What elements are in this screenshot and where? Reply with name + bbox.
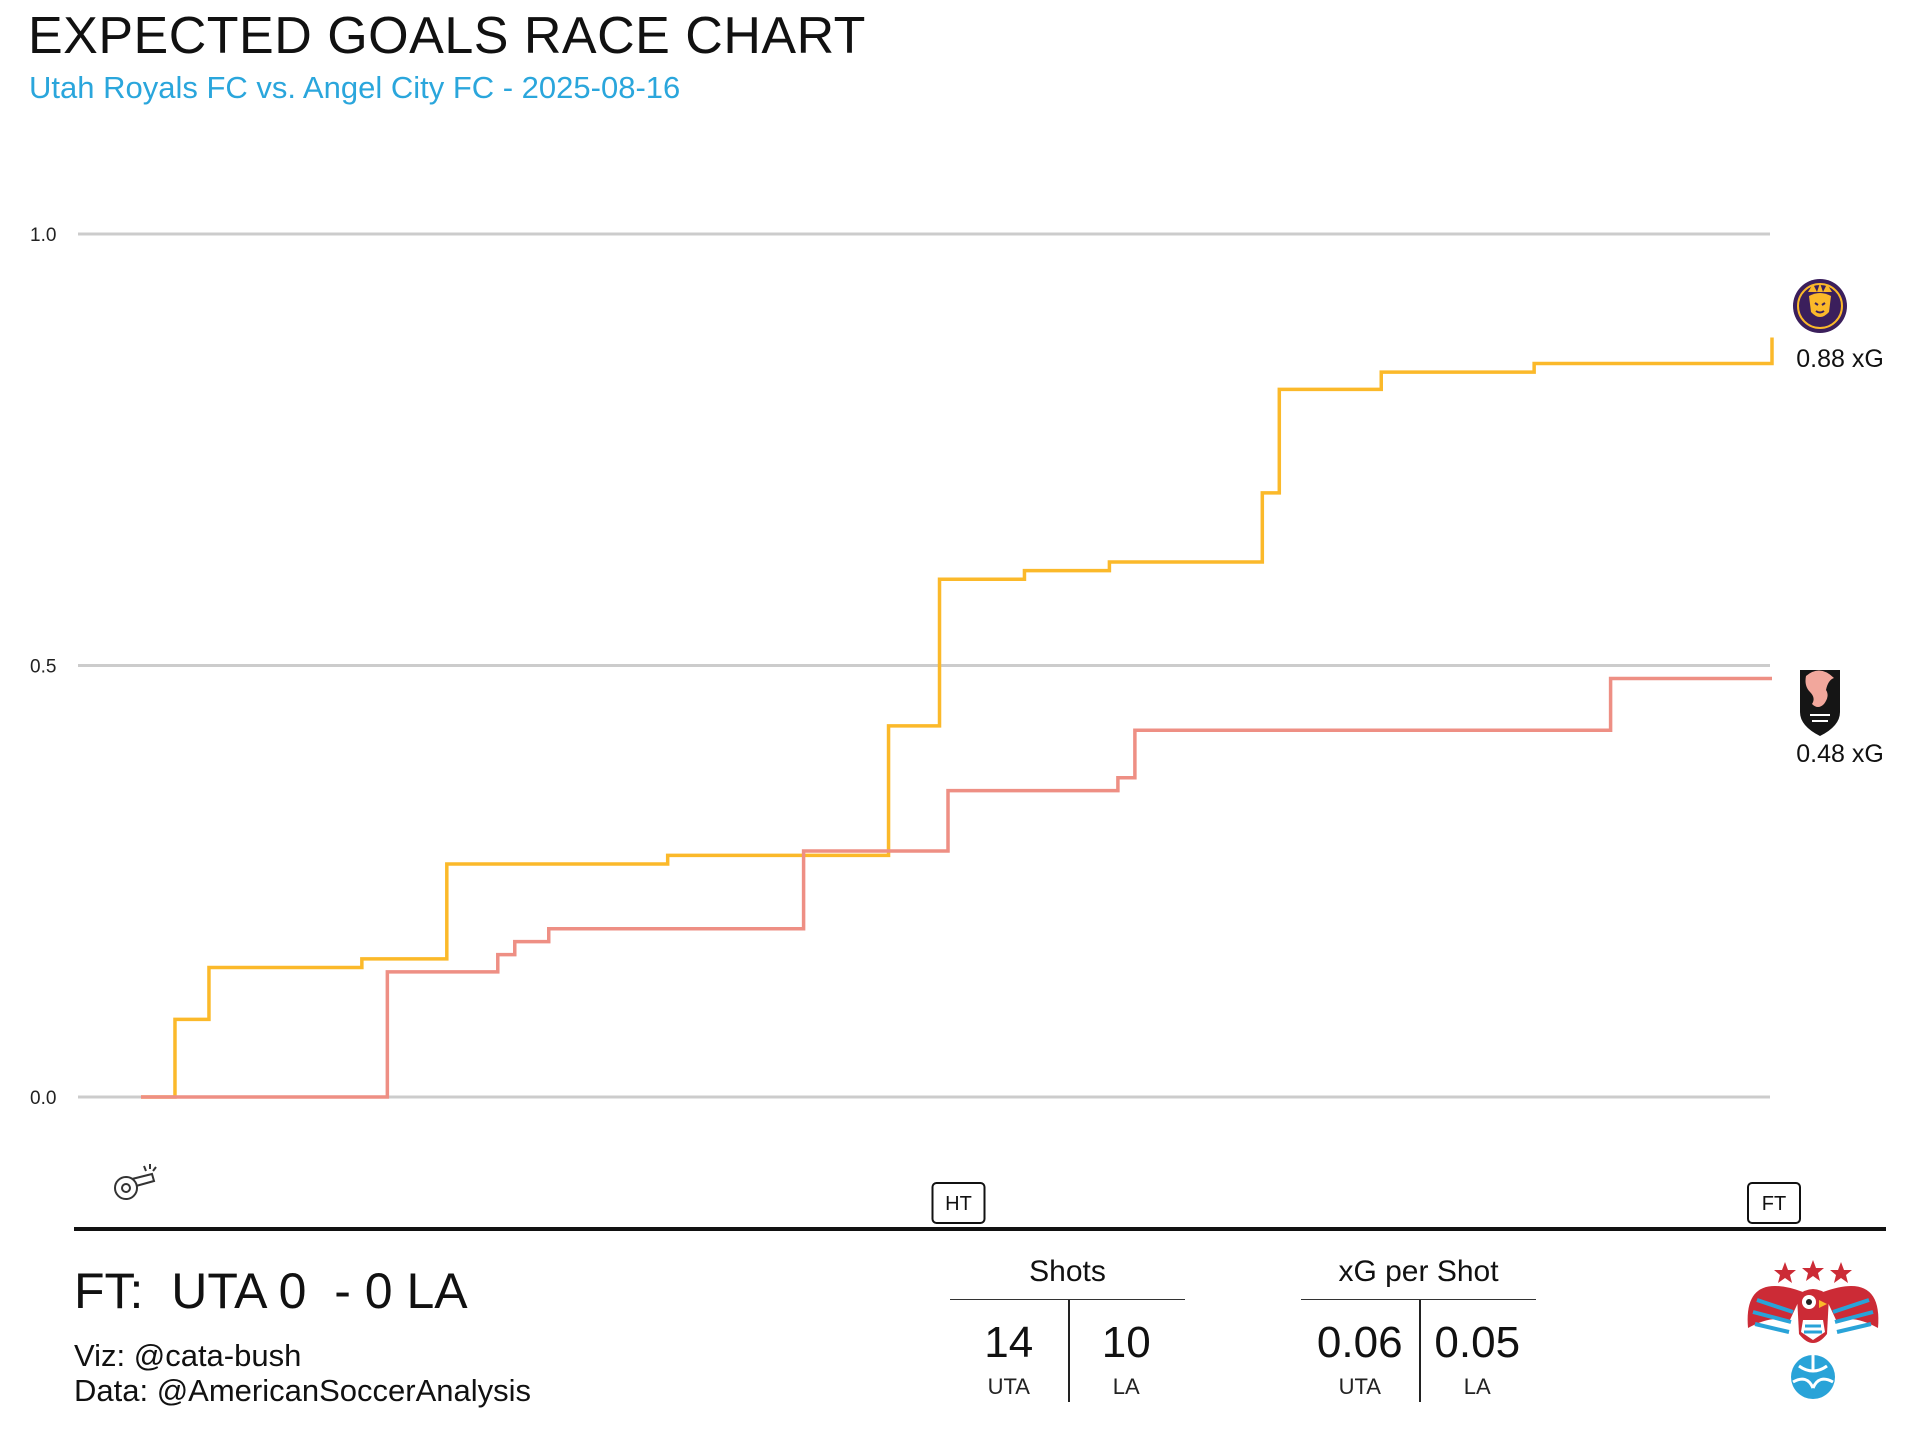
shots-home-value: 14: [984, 1318, 1034, 1367]
end-labels: 0.88 xG 0.48 xG: [1796, 345, 1884, 768]
utah-royals-crest-icon: [1793, 279, 1847, 333]
xg-per-shot-home-value: 0.06: [1316, 1318, 1403, 1367]
xg-step-line-la: [141, 676, 1772, 1099]
xg-per-shot-stat: xG per Shot 0.06 UTA 0.05 LA: [1301, 1255, 1537, 1402]
chart-subtitle: Utah Royals FC vs. Angel City FC - 2025-…: [29, 70, 681, 105]
marker-box: [1747, 1182, 1801, 1224]
marker-label: HT: [945, 1193, 972, 1215]
chart-title: EXPECTED GOALS RACE CHART: [28, 7, 866, 65]
shots-away-value: 10: [1101, 1318, 1151, 1367]
shots-stat: Shots 14 UTA 10 LA: [950, 1255, 1186, 1402]
marker-ht: HT: [931, 1182, 986, 1224]
angel-city-crest-icon: [1800, 670, 1840, 736]
period-markers: HT FT: [931, 1182, 1801, 1224]
xg-per-shot-home-label: UTA: [1338, 1374, 1381, 1399]
y-tick-label: 0.5: [30, 657, 56, 678]
end-label-uta: 0.88 xG: [1796, 345, 1884, 373]
xg-per-shot-away-label: LA: [1463, 1374, 1491, 1399]
marker-label: FT: [1762, 1193, 1786, 1215]
xg-per-shot-home: 0.06 UTA: [1301, 1300, 1419, 1400]
xg-per-shot-away: 0.05 LA: [1419, 1300, 1537, 1400]
final-score: FT: UTA 0 - 0 LA: [74, 1263, 468, 1319]
xg-per-shot-away-value: 0.05: [1434, 1318, 1521, 1367]
whistle-icon: [114, 1164, 157, 1200]
shots-values: 14 UTA 10 LA: [950, 1300, 1186, 1402]
shots-away: 10 LA: [1068, 1300, 1186, 1400]
y-tick-label: 0.0: [30, 1088, 56, 1109]
marker-box: [931, 1182, 986, 1224]
viz-credit: Viz: @cata-bush: [74, 1338, 302, 1373]
xg-step-line-uta: [141, 337, 1774, 1099]
shots-away-label: LA: [1112, 1374, 1140, 1399]
shots-divider: [1067, 1300, 1070, 1402]
xg-per-shot-title: xG per Shot: [1301, 1255, 1536, 1300]
eagle-soccer-logo: [1747, 1260, 1879, 1399]
y-tick-label: 1.0: [30, 225, 56, 246]
xg-per-shot-divider: [1418, 1300, 1421, 1402]
shots-title: Shots: [950, 1255, 1185, 1300]
shots-home: 14 UTA: [950, 1300, 1068, 1400]
xg-per-shot-values: 0.06 UTA 0.05 LA: [1301, 1300, 1537, 1402]
y-axis-ticks: 0.0 0.5 1.0: [30, 225, 56, 1109]
marker-ft: FT: [1747, 1182, 1801, 1224]
shots-home-label: UTA: [987, 1374, 1030, 1399]
data-credit: Data: @AmericanSoccerAnalysis: [74, 1373, 532, 1408]
end-label-la: 0.48 xG: [1796, 740, 1884, 768]
series-lines: [141, 337, 1774, 1099]
